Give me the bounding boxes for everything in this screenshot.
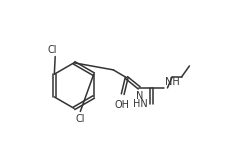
Text: Cl: Cl xyxy=(47,45,57,55)
Text: HN: HN xyxy=(133,99,147,109)
Text: Cl: Cl xyxy=(76,114,85,124)
Text: N: N xyxy=(136,91,144,101)
Text: NH: NH xyxy=(165,77,180,87)
Text: OH: OH xyxy=(115,100,129,111)
